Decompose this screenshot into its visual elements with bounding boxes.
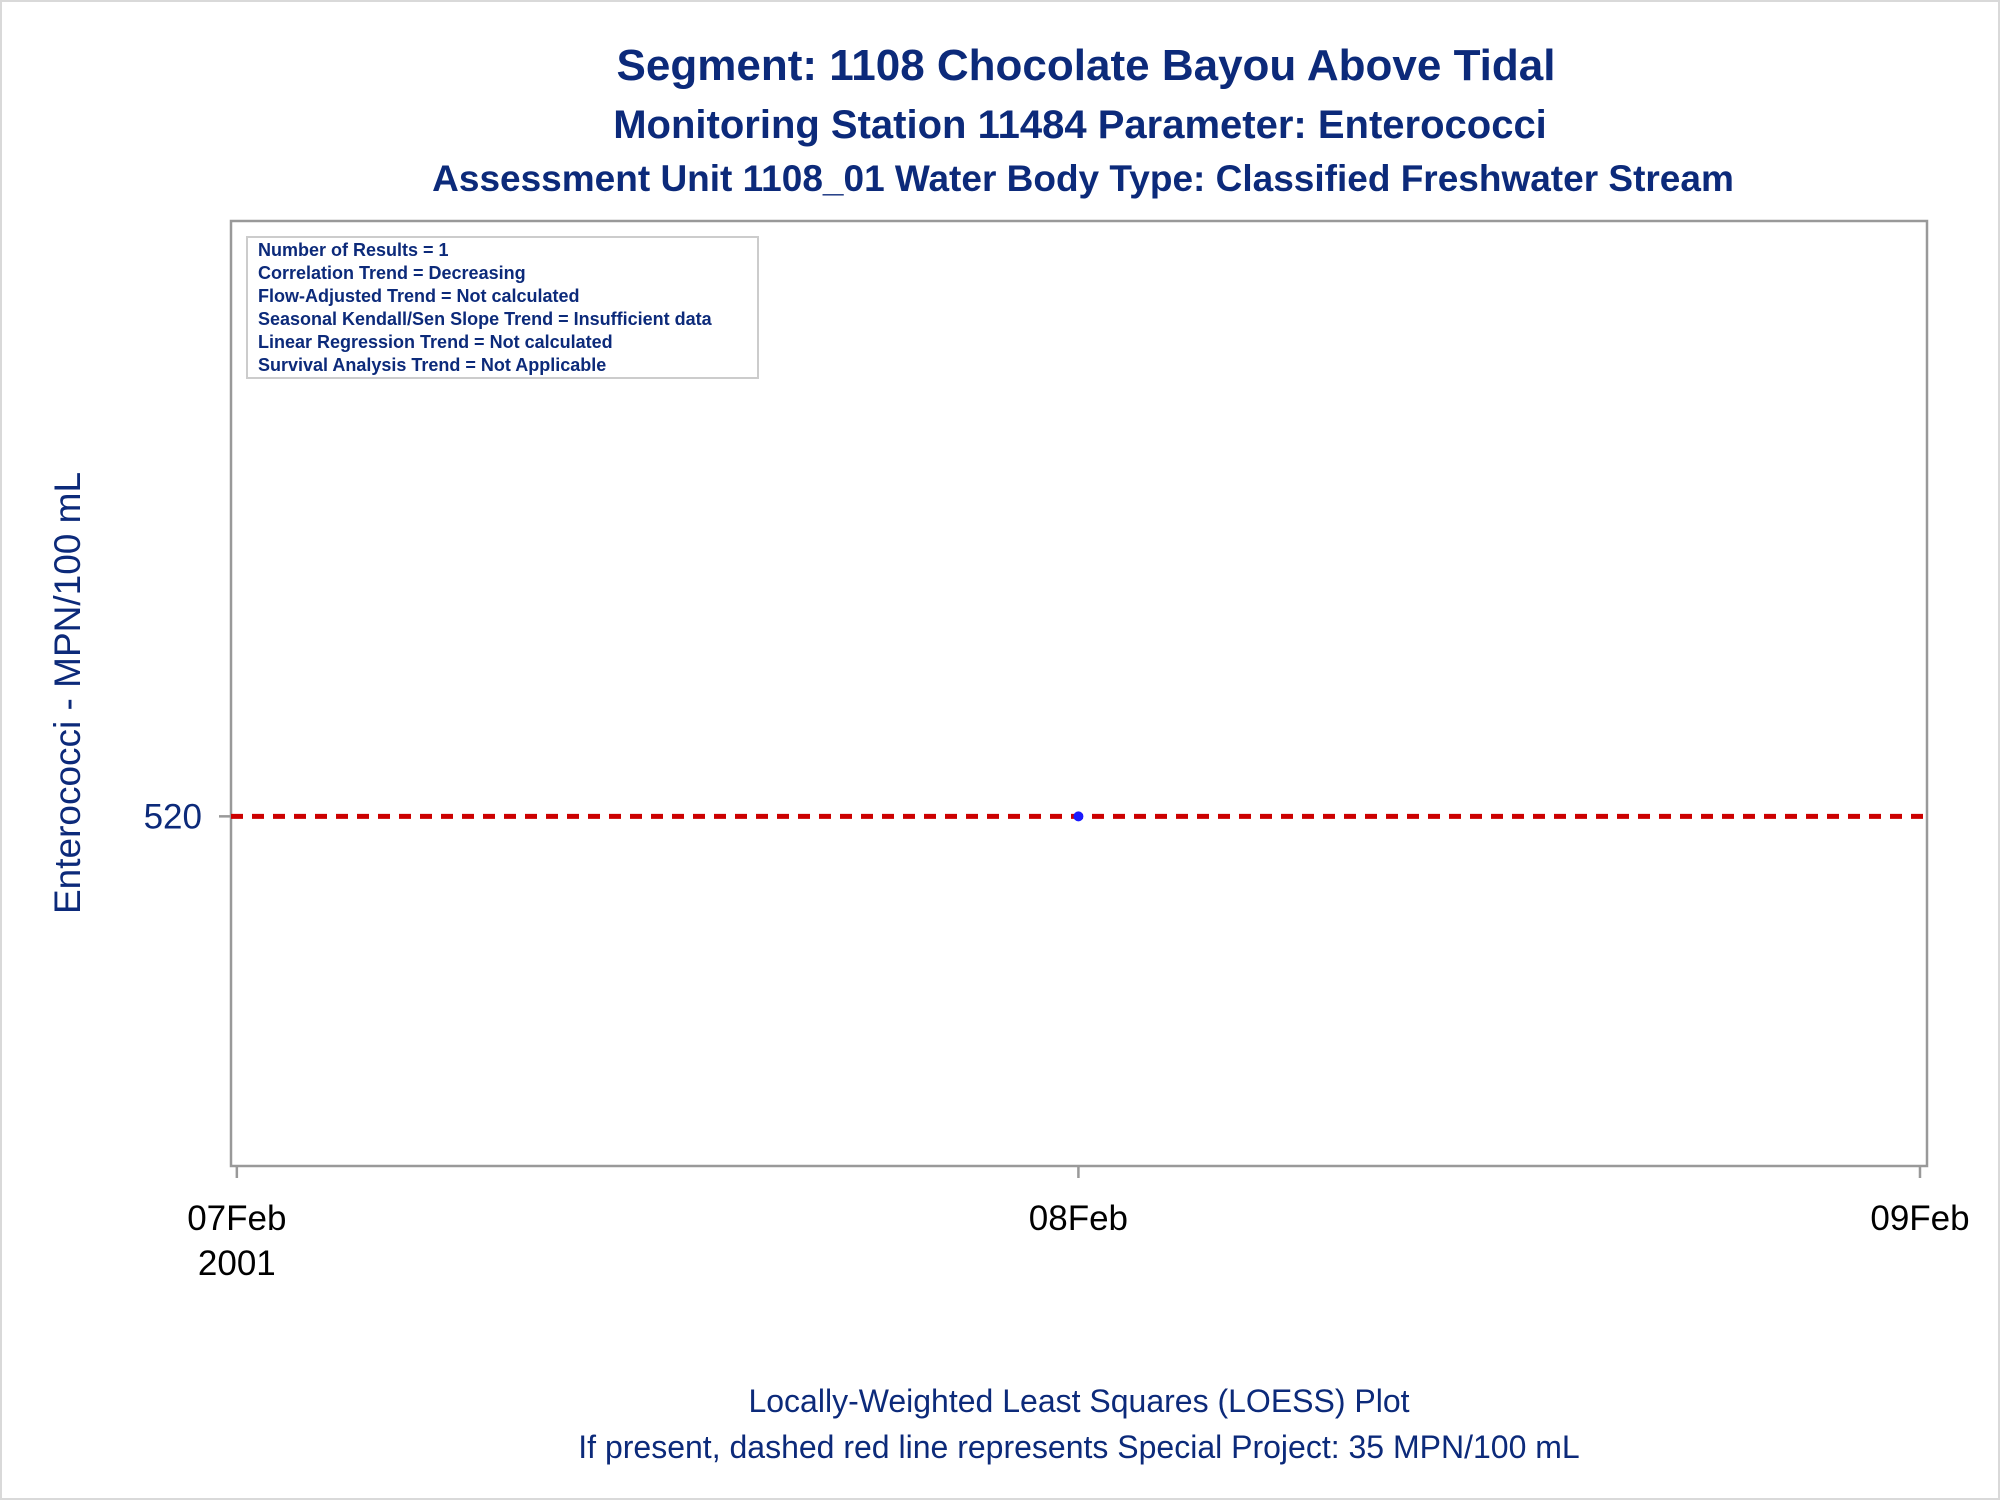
- y-axis: 520: [144, 797, 231, 836]
- x-tick-sublabel: 2001: [198, 1244, 276, 1283]
- data-marks: [231, 811, 1927, 822]
- footnote-reference-line: If present, dashed red line represents S…: [578, 1429, 1579, 1465]
- stats-line: Flow-Adjusted Trend = Not calculated: [258, 286, 580, 306]
- chart-subtitle-2: Assessment Unit 1108_01 Water Body Type:…: [432, 158, 1734, 199]
- stats-line: Linear Regression Trend = Not calculated: [258, 332, 613, 352]
- stats-line: Survival Analysis Trend = Not Applicable: [258, 355, 606, 375]
- stats-box-lines: Number of Results = 1 Correlation Trend =…: [258, 240, 713, 375]
- stats-box: [246, 236, 759, 379]
- footnote-loess: Locally-Weighted Least Squares (LOESS) P…: [748, 1383, 1409, 1419]
- x-tick-label: 09Feb: [1870, 1199, 1969, 1238]
- x-axis: 07Feb 2001 08Feb 09Feb: [187, 1166, 1970, 1283]
- stats-line: Number of Results = 1: [258, 240, 449, 260]
- data-point: [1073, 811, 1084, 822]
- stats-line: Seasonal Kendall/Sen Slope Trend = Insuf…: [258, 309, 713, 329]
- stats-line: Correlation Trend = Decreasing: [258, 263, 526, 283]
- y-axis-label: Enterococci - MPN/100 mL: [47, 472, 88, 914]
- chart-subtitle: Monitoring Station 11484 Parameter: Ente…: [613, 103, 1547, 147]
- chart-title: Segment: 1108 Chocolate Bayou Above Tida…: [617, 41, 1556, 90]
- x-tick-label: 08Feb: [1029, 1199, 1128, 1238]
- y-tick-label: 520: [144, 797, 202, 836]
- x-tick-label: 07Feb: [187, 1199, 286, 1238]
